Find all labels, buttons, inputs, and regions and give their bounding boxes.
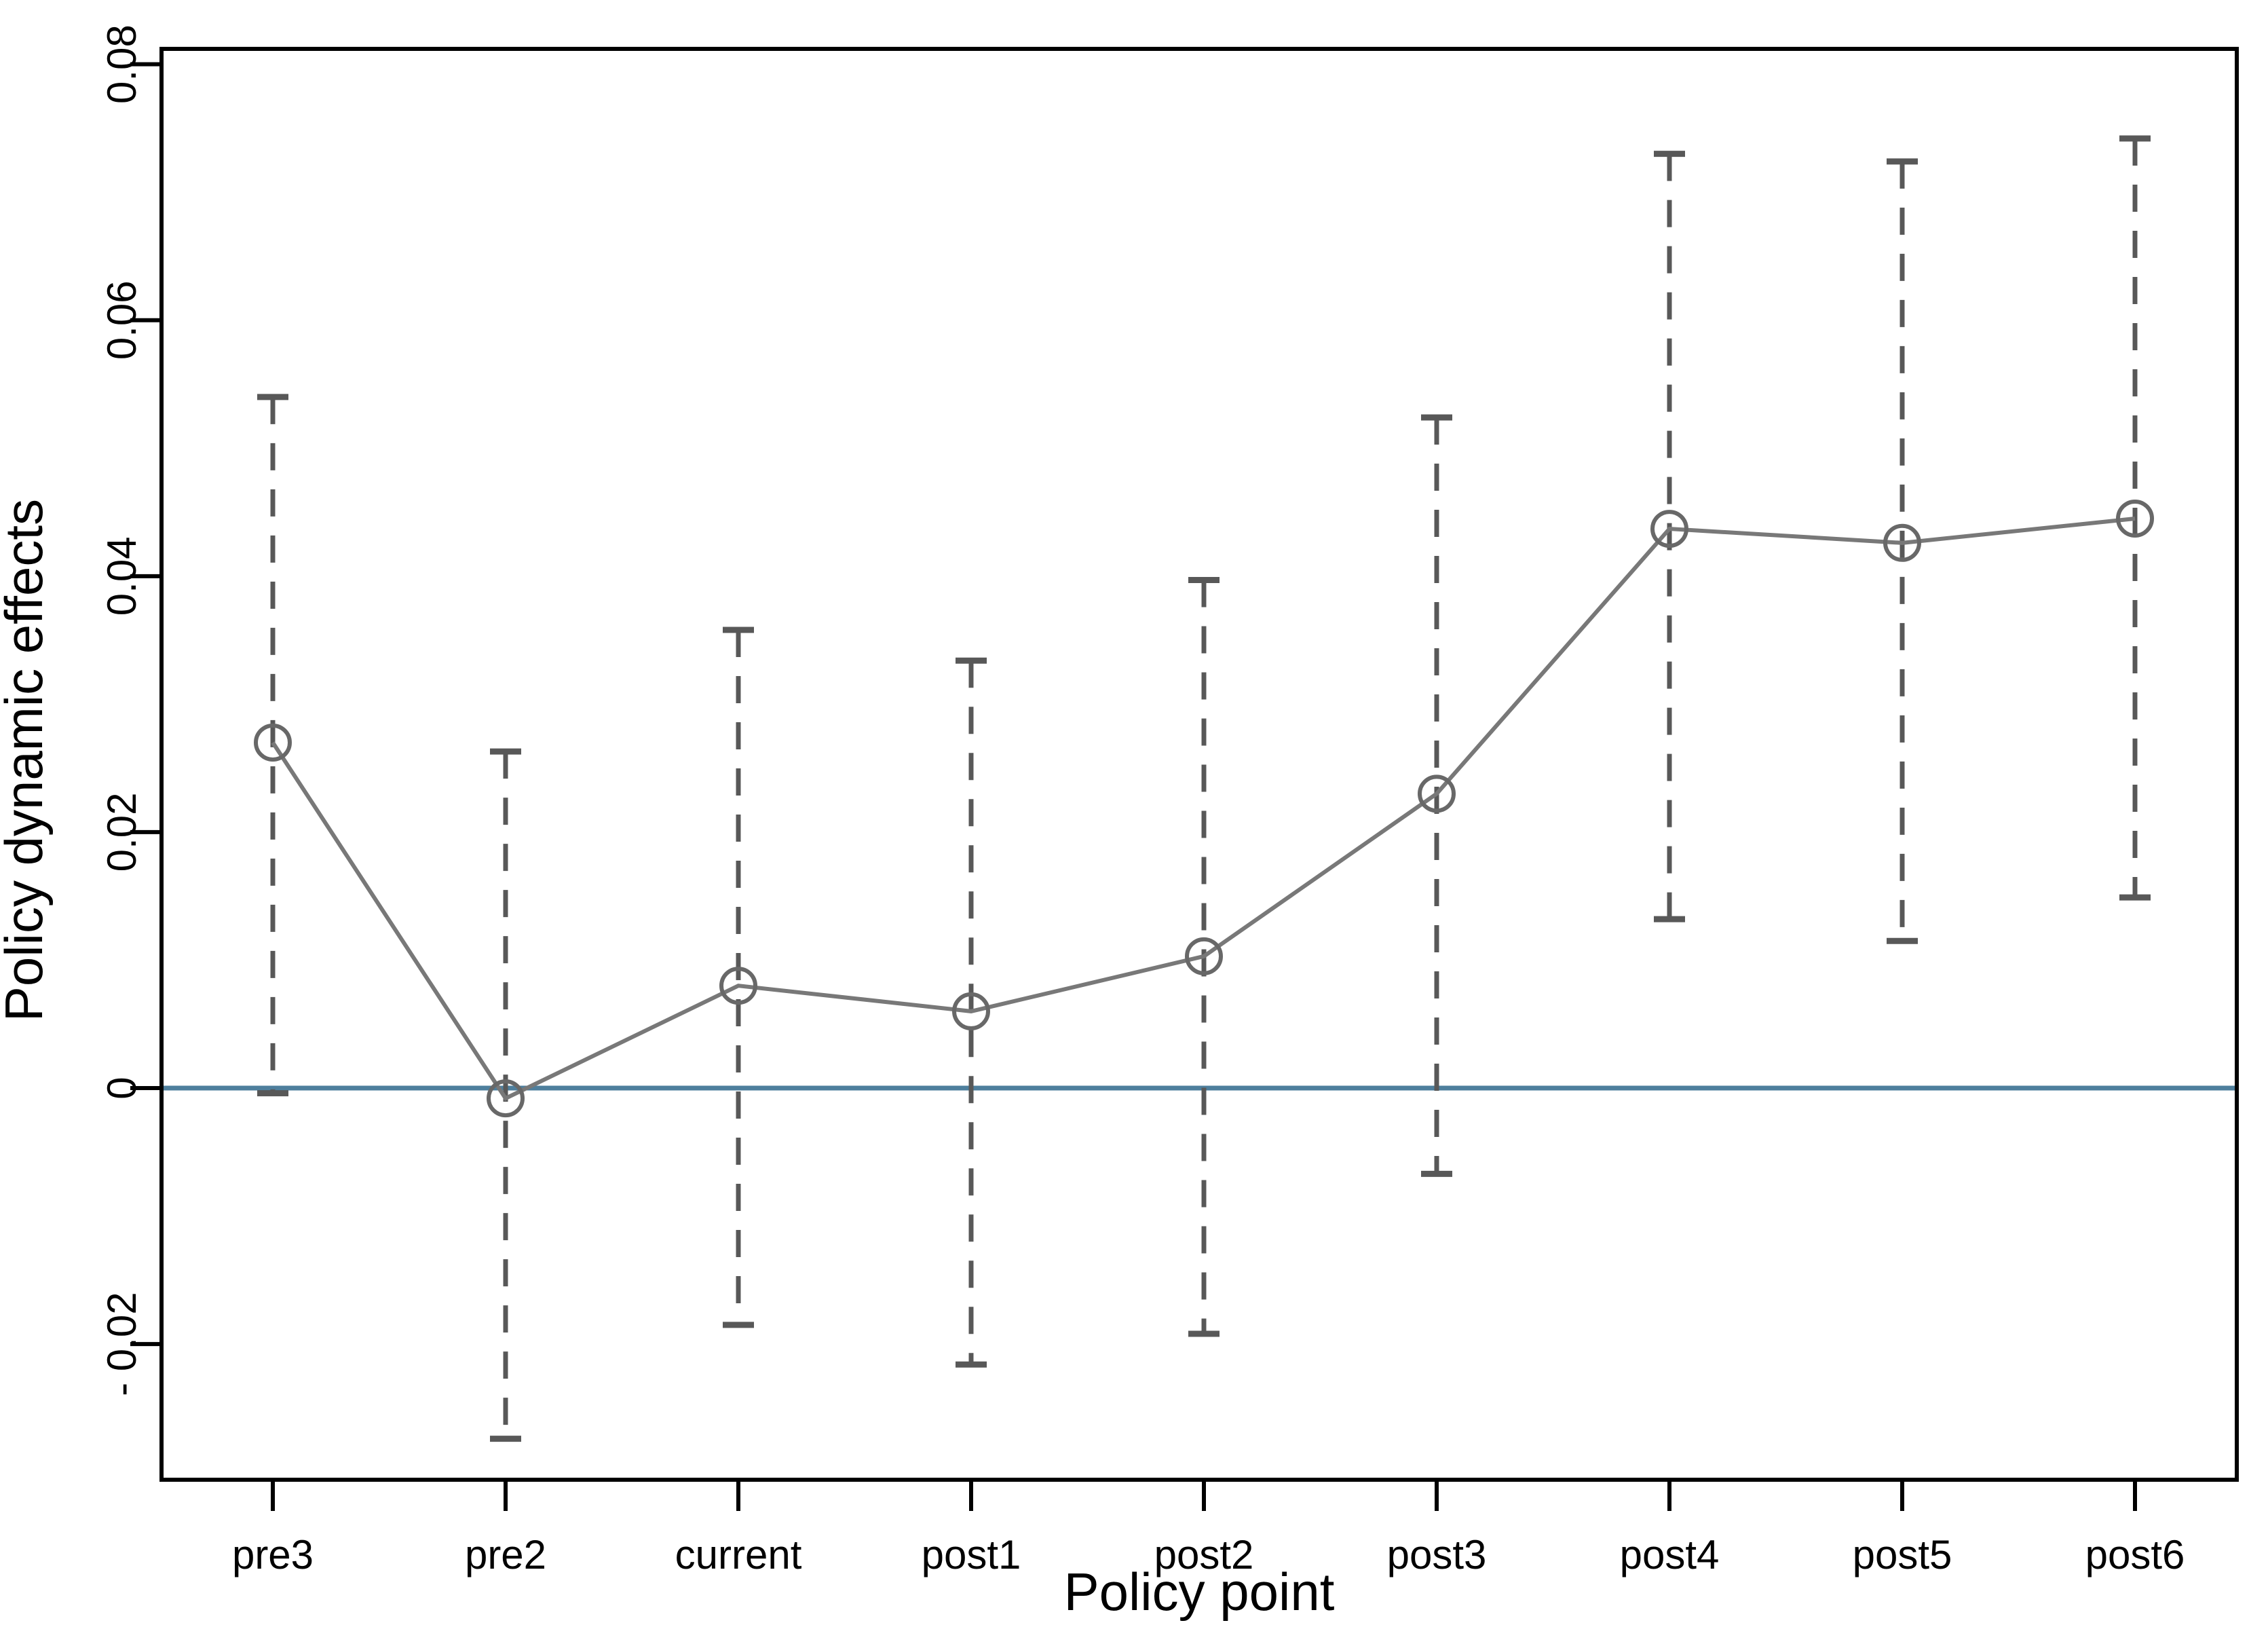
data-point-marker <box>952 992 990 1030</box>
x-axis-title: Policy point <box>1064 1562 1335 1622</box>
x-tick-label: pre2 <box>465 1532 546 1577</box>
x-tick-label: post5 <box>1853 1532 1952 1577</box>
data-point-marker <box>719 967 757 1005</box>
x-tick-label: post6 <box>2085 1532 2185 1577</box>
series-line <box>271 516 2136 1101</box>
y-tick-label: 0.06 <box>99 280 145 360</box>
data-point-marker <box>254 723 292 762</box>
x-tick-label: post2 <box>1154 1532 1254 1577</box>
x-tick-label: post4 <box>1620 1532 1720 1577</box>
axes-layer: - 0.02 0 0.02 0.04 0.06 0.08 pre3 pre2 current po… <box>99 24 2239 1577</box>
x-tick-label: pre3 <box>232 1532 314 1577</box>
x-tick-label: current <box>675 1532 802 1577</box>
y-axis-title: Policy dynamic effects <box>0 499 54 1022</box>
data-point-marker <box>1185 937 1223 975</box>
confidence-interval-layer <box>257 135 2151 1442</box>
y-tick-label: 0.02 <box>99 793 145 872</box>
y-tick-label: - 0.02 <box>99 1292 145 1396</box>
y-tick-label: 0 <box>99 1077 145 1099</box>
plot-box <box>159 47 2239 1482</box>
data-point-marker <box>1418 774 1456 813</box>
data-point-marker <box>487 1079 525 1118</box>
x-tick-label: post1 <box>922 1532 1021 1577</box>
y-tick-label: 0.04 <box>99 536 145 616</box>
data-point-marker <box>2116 499 2154 538</box>
y-tick-label: 0.08 <box>99 24 145 104</box>
x-tick-label: post3 <box>1387 1532 1487 1577</box>
data-point-marker <box>1650 510 1688 548</box>
data-point-marker <box>1883 523 1921 562</box>
series-layer <box>254 499 2154 1118</box>
